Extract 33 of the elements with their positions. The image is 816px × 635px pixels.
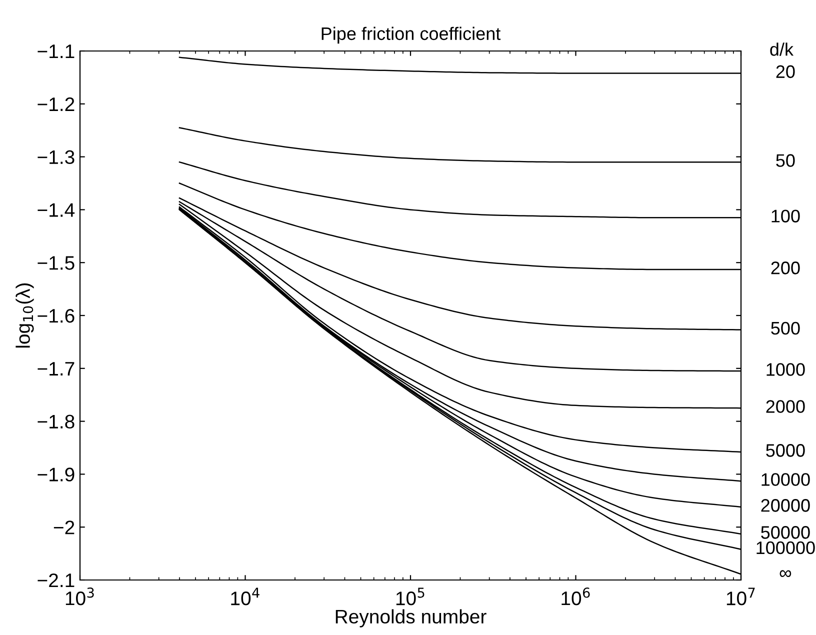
legend-label: 100 bbox=[772, 210, 800, 222]
y-tick-label: −1.2 bbox=[38, 97, 74, 111]
x-tick-label: 10$^{6}$ bbox=[562, 588, 590, 606]
series-label: 100000 bbox=[756, 541, 815, 554]
legend-label: 1000 bbox=[766, 363, 805, 376]
x-tick-label: 10$^{7}$ bbox=[726, 588, 755, 606]
series-label: 20 bbox=[776, 65, 795, 78]
y-tick-label: −2.1 bbox=[38, 573, 74, 588]
y-tick-label: −1.9 bbox=[38, 468, 74, 482]
x-axis-title: Reynolds number bbox=[336, 609, 486, 628]
y-tick-label: −1.8 bbox=[38, 414, 74, 429]
x-tick-label: 10$^{5}$ bbox=[396, 588, 424, 606]
chart-title: Pipe friction coefficient bbox=[322, 26, 501, 44]
y-tick-label: −1.7 bbox=[38, 362, 74, 376]
text: ∞ bbox=[780, 570, 792, 578]
y-tick-label: −1.6 bbox=[38, 308, 74, 323]
x-tick-label: 10$^{3}$ bbox=[66, 588, 94, 606]
x-tick-label: 10$^{4}$ bbox=[231, 588, 260, 606]
legend-label: 10000 bbox=[762, 473, 810, 486]
series-label: 2000 bbox=[766, 400, 805, 413]
y-tick-label: −1.4 bbox=[38, 203, 75, 217]
series-label: 20000 bbox=[761, 499, 810, 512]
y-tick-label: −1.5 bbox=[38, 256, 74, 270]
y-tick-label: −2 bbox=[54, 520, 74, 534]
y-tick-label: −1.1 bbox=[38, 44, 74, 58]
legend-label: 50000 bbox=[761, 526, 810, 539]
legend-label: 200 bbox=[771, 262, 800, 274]
legend-title: d/k bbox=[770, 42, 794, 56]
series-label: 500 bbox=[771, 322, 800, 335]
y-axis-title: log$_{10}$(λ) bbox=[16, 283, 34, 348]
series-label: 5000 bbox=[766, 444, 805, 457]
legend-label: 50 bbox=[776, 154, 795, 167]
y-tick-label: −1.3 bbox=[38, 150, 74, 164]
